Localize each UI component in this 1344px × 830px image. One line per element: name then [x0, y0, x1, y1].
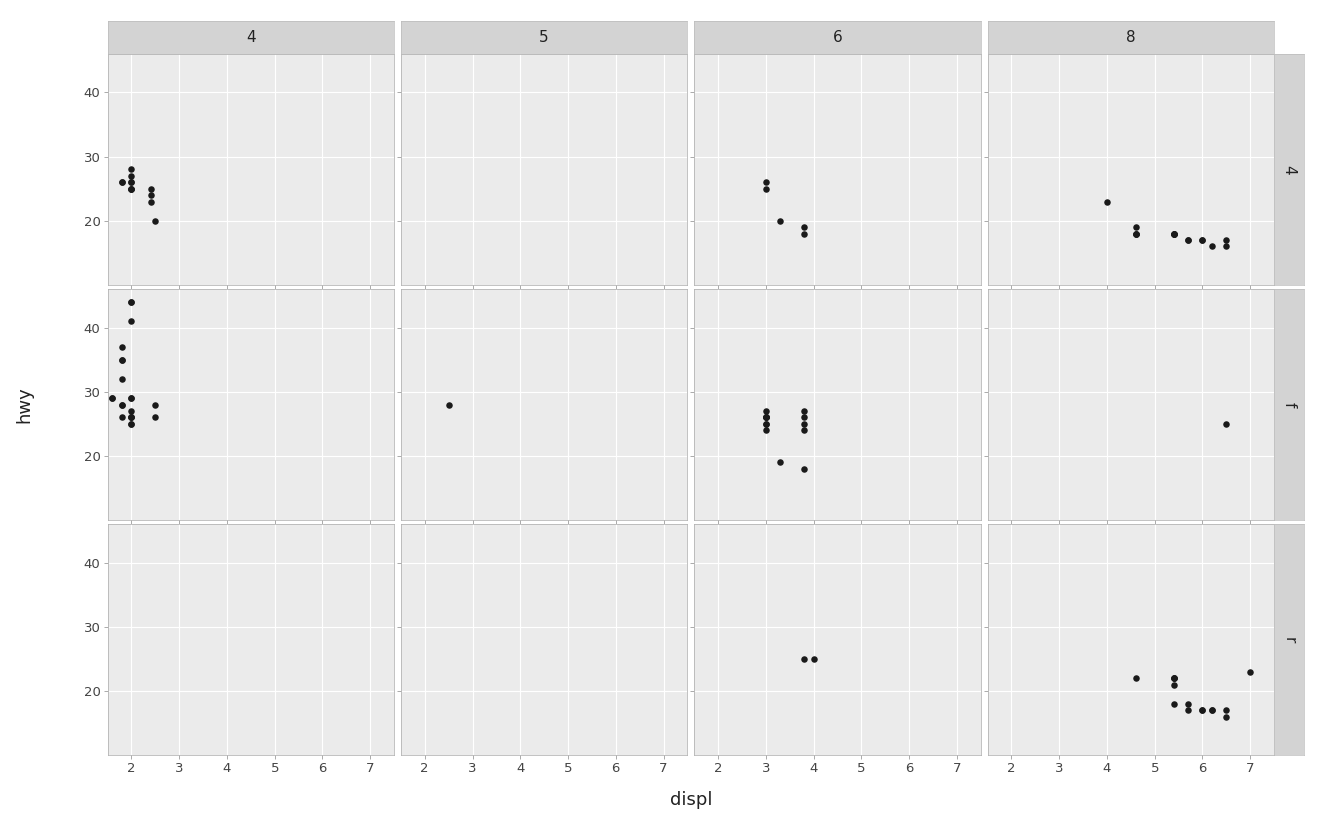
Text: 5: 5: [539, 30, 548, 45]
Text: f: f: [1281, 402, 1297, 408]
Point: [102, 392, 124, 405]
Point: [1163, 227, 1184, 240]
Point: [755, 417, 777, 431]
Point: [121, 182, 142, 195]
Point: [755, 176, 777, 189]
Point: [1192, 704, 1214, 717]
Point: [1202, 704, 1223, 717]
Point: [1177, 697, 1199, 710]
Point: [140, 188, 161, 202]
Point: [793, 423, 814, 437]
Point: [121, 417, 142, 431]
Point: [1215, 240, 1236, 253]
Point: [1163, 671, 1184, 685]
Point: [755, 417, 777, 431]
Point: [755, 182, 777, 195]
Point: [1192, 704, 1214, 717]
Text: 8: 8: [1126, 30, 1136, 45]
Point: [1215, 417, 1236, 431]
Point: [121, 411, 142, 424]
Point: [1215, 233, 1236, 247]
Point: [121, 404, 142, 417]
Point: [1215, 704, 1236, 717]
Text: 4: 4: [246, 30, 255, 45]
Point: [1177, 233, 1199, 247]
Point: [112, 340, 133, 354]
Point: [112, 373, 133, 386]
Point: [121, 163, 142, 176]
Point: [121, 411, 142, 424]
Point: [121, 411, 142, 424]
Point: [1097, 195, 1118, 208]
Point: [121, 176, 142, 189]
Point: [145, 214, 167, 227]
Text: hwy: hwy: [15, 386, 34, 423]
Point: [121, 417, 142, 431]
Point: [1192, 233, 1214, 247]
Point: [1163, 671, 1184, 685]
Point: [121, 295, 142, 309]
Point: [755, 411, 777, 424]
Point: [793, 404, 814, 417]
Point: [112, 176, 133, 189]
Point: [1215, 710, 1236, 724]
Point: [793, 417, 814, 431]
Point: [793, 652, 814, 666]
Point: [112, 353, 133, 366]
Point: [755, 404, 777, 417]
Point: [140, 182, 161, 195]
Point: [121, 392, 142, 405]
Point: [1163, 671, 1184, 685]
Point: [1163, 227, 1184, 240]
Point: [121, 392, 142, 405]
Point: [1125, 671, 1146, 685]
Point: [1192, 233, 1214, 247]
Point: [755, 411, 777, 424]
Point: [102, 392, 124, 405]
Point: [1177, 233, 1199, 247]
Point: [769, 214, 790, 227]
Point: [1202, 704, 1223, 717]
Point: [112, 398, 133, 412]
Point: [1163, 227, 1184, 240]
Point: [802, 652, 824, 666]
Point: [1125, 221, 1146, 234]
Point: [112, 353, 133, 366]
Point: [1163, 697, 1184, 710]
Point: [1239, 665, 1261, 678]
Point: [140, 195, 161, 208]
Point: [145, 411, 167, 424]
Point: [793, 462, 814, 476]
Text: r: r: [1281, 637, 1297, 643]
Text: displ: displ: [669, 791, 712, 809]
Point: [755, 411, 777, 424]
Point: [1177, 704, 1199, 717]
Point: [145, 398, 167, 412]
Point: [121, 295, 142, 309]
Point: [112, 398, 133, 412]
Point: [755, 423, 777, 437]
Point: [769, 456, 790, 469]
Point: [1163, 227, 1184, 240]
Point: [121, 182, 142, 195]
Point: [1125, 227, 1146, 240]
Point: [793, 227, 814, 240]
Point: [755, 411, 777, 424]
Point: [121, 176, 142, 189]
Point: [1163, 678, 1184, 691]
Point: [121, 182, 142, 195]
Point: [793, 221, 814, 234]
Text: 4: 4: [1281, 164, 1297, 174]
Text: 6: 6: [832, 30, 843, 45]
Point: [121, 169, 142, 183]
Point: [112, 176, 133, 189]
Point: [1125, 227, 1146, 240]
Point: [1125, 227, 1146, 240]
Point: [793, 411, 814, 424]
Point: [112, 411, 133, 424]
Point: [438, 398, 460, 412]
Point: [121, 315, 142, 328]
Point: [1202, 240, 1223, 253]
